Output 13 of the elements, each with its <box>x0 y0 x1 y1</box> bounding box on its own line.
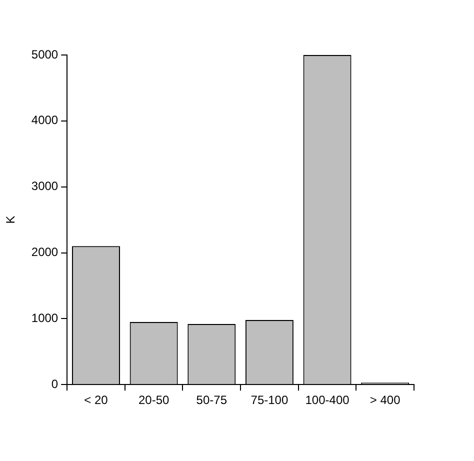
y-tick-label: 3000 <box>31 179 58 194</box>
x-tick-label: 75-100 <box>250 393 288 408</box>
x-tick-label: 50-75 <box>196 393 228 408</box>
y-tick-label: 5000 <box>31 47 58 62</box>
x-tick-label: < 20 <box>84 393 108 408</box>
x-tick-label: 100-400 <box>305 393 350 408</box>
x-tick-label: > 400 <box>370 393 401 408</box>
y-tick-label: 4000 <box>31 113 58 128</box>
y-tick-label: 0 <box>51 376 58 391</box>
y-axis-title: K <box>4 216 18 224</box>
x-tick-label: 20-50 <box>138 393 170 408</box>
y-tick-label: 2000 <box>31 245 58 260</box>
y-tick-label: 1000 <box>31 310 58 325</box>
